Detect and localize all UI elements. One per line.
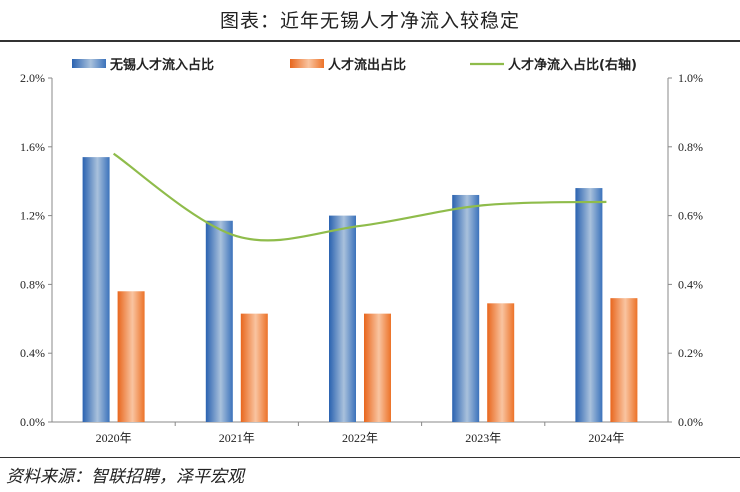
legend-label: 人才流出占比 bbox=[328, 57, 406, 73]
x-tick-label: 2020年 bbox=[96, 431, 132, 445]
chart-title: 图表：近年无锡人才净流入较稳定 bbox=[219, 10, 520, 32]
bar-inflow bbox=[82, 157, 110, 422]
bar-inflow bbox=[205, 220, 233, 422]
right-tick-label: 0.2% bbox=[678, 346, 703, 360]
left-tick-label: 0.0% bbox=[20, 415, 45, 429]
bottom-rule bbox=[0, 457, 740, 458]
left-tick-label: 2.0% bbox=[20, 71, 45, 85]
bar-inflow bbox=[452, 194, 480, 422]
bar-outflow bbox=[364, 313, 391, 422]
right-tick-label: 1.0% bbox=[678, 71, 703, 85]
legend-label: 无锡人才流入占比 bbox=[109, 57, 214, 73]
bar-outflow bbox=[487, 303, 515, 422]
legend-label: 人才净流入占比(右轴) bbox=[508, 57, 637, 73]
x-tick-label: 2023年 bbox=[465, 431, 501, 445]
source-note: 资料来源：智联招聘，泽平宏观 bbox=[6, 467, 244, 487]
right-tick-label: 0.8% bbox=[678, 140, 703, 154]
legend-swatch bbox=[290, 59, 324, 68]
bar-inflow bbox=[575, 188, 603, 422]
top-rule bbox=[0, 40, 740, 42]
x-tick-label: 2022年 bbox=[342, 431, 378, 445]
left-tick-label: 0.8% bbox=[20, 277, 45, 291]
legend-swatch bbox=[72, 59, 106, 68]
right-tick-label: 0.0% bbox=[678, 415, 703, 429]
bar-outflow bbox=[610, 298, 638, 422]
left-tick-label: 1.6% bbox=[20, 140, 45, 154]
bar-outflow bbox=[117, 291, 145, 422]
left-tick-label: 1.2% bbox=[20, 209, 45, 223]
net-inflow-line bbox=[112, 152, 607, 242]
bar-outflow bbox=[240, 313, 268, 422]
bar-inflow bbox=[329, 215, 356, 422]
right-tick-label: 0.4% bbox=[678, 277, 703, 291]
x-tick-label: 2024年 bbox=[588, 431, 624, 445]
x-tick-label: 2021年 bbox=[219, 431, 255, 445]
right-tick-label: 0.6% bbox=[678, 209, 703, 223]
left-tick-label: 0.4% bbox=[20, 346, 45, 360]
